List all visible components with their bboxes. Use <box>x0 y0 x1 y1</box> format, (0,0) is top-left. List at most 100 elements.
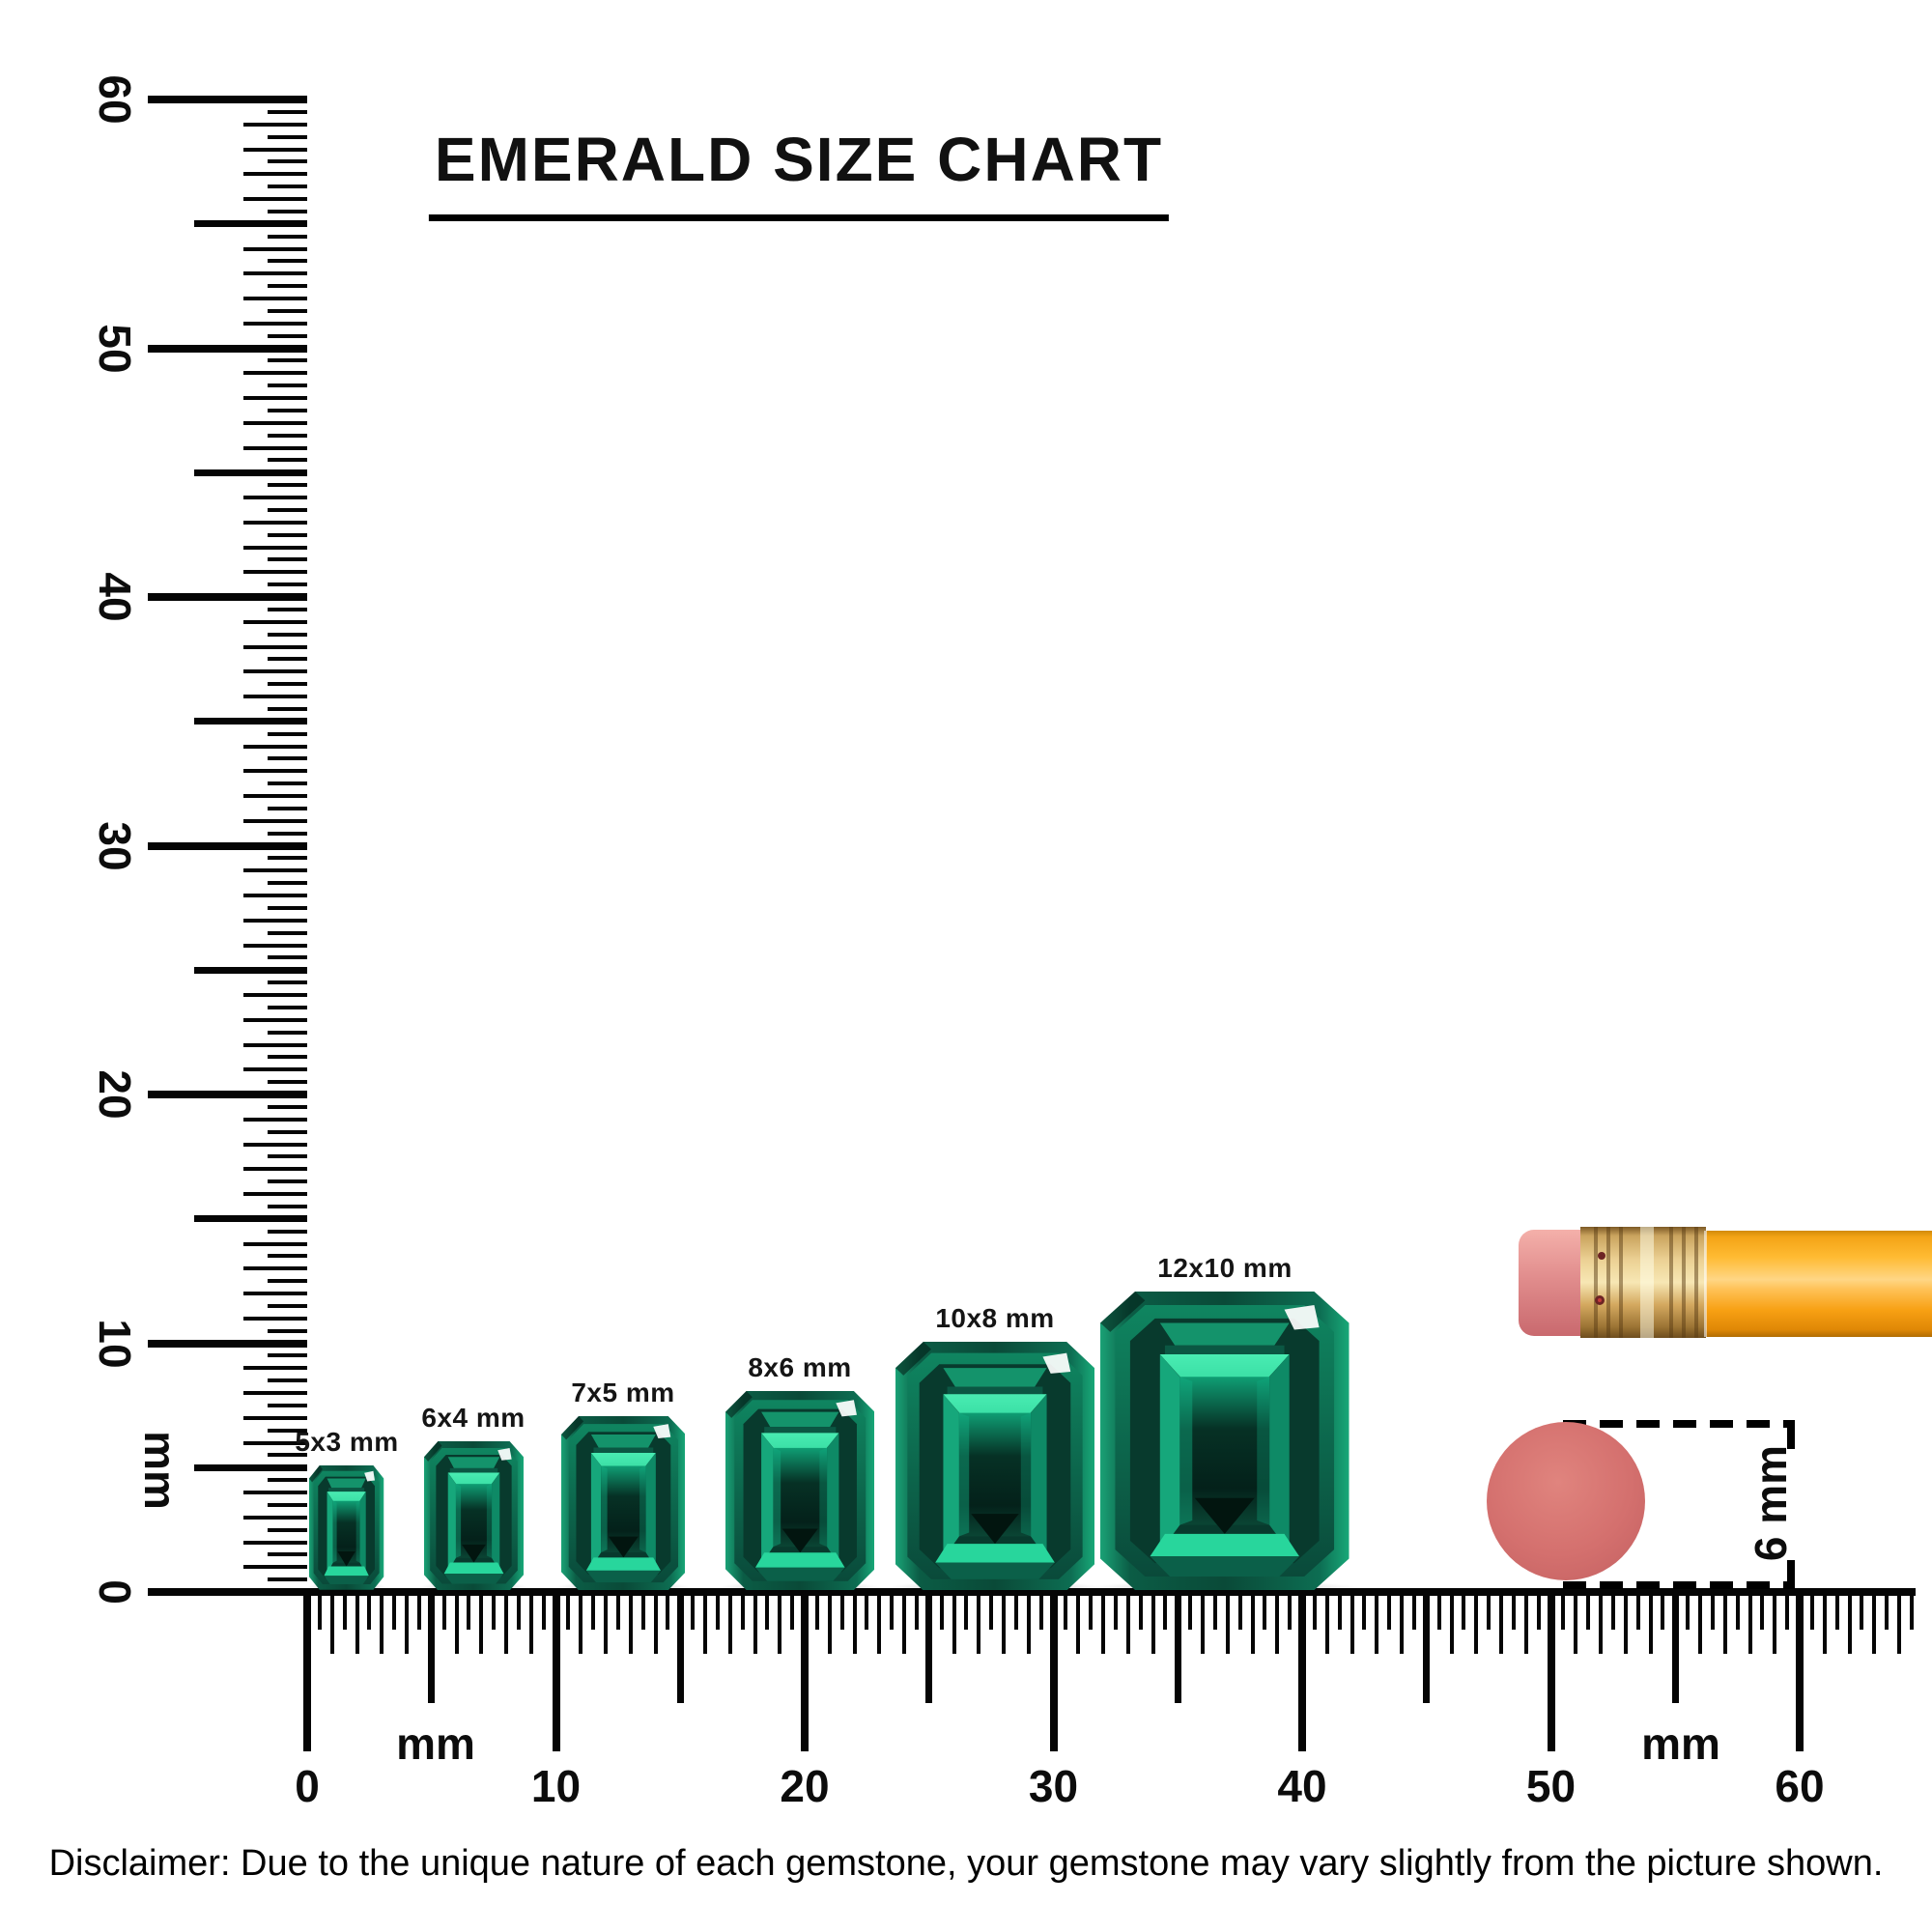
vertical-ruler-tick <box>268 1030 307 1035</box>
vertical-ruler-tick <box>243 1067 307 1072</box>
vertical-ruler-tick <box>243 918 307 923</box>
vertical-ruler-tick <box>243 669 307 674</box>
vertical-ruler-tick <box>148 841 307 850</box>
horizontal-ruler-tick <box>1610 1596 1615 1630</box>
vertical-ruler-tick <box>148 593 307 601</box>
horizontal-ruler-tick <box>1722 1596 1727 1654</box>
vertical-ruler-tick <box>268 607 307 611</box>
horizontal-ruler-tick <box>355 1596 359 1654</box>
horizontal-ruler-number: 20 <box>780 1761 830 1811</box>
horizontal-ruler-tick <box>1125 1596 1130 1654</box>
vertical-ruler-tick <box>268 1577 307 1582</box>
horizontal-ruler-tick <box>467 1596 471 1630</box>
horizontal-ruler-tick <box>666 1596 670 1630</box>
horizontal-ruler-unit-label-right: mm <box>1641 1719 1720 1769</box>
horizontal-ruler-tick <box>1834 1596 1839 1630</box>
gem-6x4mm <box>423 1440 524 1590</box>
vertical-ruler-tick <box>243 545 307 550</box>
horizontal-ruler-tick <box>839 1596 844 1630</box>
vertical-ruler-tick <box>243 172 307 177</box>
vertical-ruler-tick <box>243 868 307 873</box>
horizontal-ruler-tick <box>1026 1596 1031 1654</box>
horizontal-ruler-number: 0 <box>295 1761 320 1811</box>
horizontal-ruler-tick <box>1250 1596 1255 1654</box>
vertical-ruler-tick <box>243 1167 307 1172</box>
vertical-ruler-tick <box>268 1478 307 1483</box>
vertical-ruler-tick <box>268 756 307 761</box>
vertical-ruler-tick <box>268 1129 307 1134</box>
vertical-ruler-tick <box>243 246 307 251</box>
horizontal-ruler-tick <box>989 1596 994 1630</box>
horizontal-ruler-tick <box>479 1596 484 1654</box>
horizontal-ruler-tick <box>703 1596 707 1654</box>
pencil-body <box>1706 1231 1932 1337</box>
vertical-ruler-tick <box>268 1279 307 1284</box>
horizontal-ruler-tick <box>1511 1596 1516 1630</box>
vertical-ruler-tick <box>268 333 307 338</box>
vertical-ruler-tick <box>243 1292 307 1295</box>
horizontal-ruler-tick <box>1561 1596 1566 1630</box>
vertical-ruler-tick <box>243 744 307 749</box>
horizontal-ruler-tick <box>778 1596 782 1654</box>
horizontal-ruler-tick <box>1885 1596 1889 1630</box>
vertical-ruler-tick <box>194 1463 307 1471</box>
vertical-ruler-tick <box>268 881 307 886</box>
horizontal-ruler-tick <box>964 1596 969 1630</box>
vertical-ruler-tick <box>268 955 307 960</box>
horizontal-ruler-tick <box>1113 1596 1118 1630</box>
horizontal-ruler-tick <box>1698 1596 1702 1654</box>
horizontal-ruler-unit-label-left: mm <box>396 1719 475 1769</box>
vertical-ruler-tick <box>243 894 307 897</box>
horizontal-ruler-tick <box>579 1596 583 1654</box>
horizontal-ruler-tick <box>1225 1596 1230 1654</box>
horizontal-ruler-tick <box>541 1596 546 1630</box>
horizontal-ruler-number: 60 <box>1775 1761 1825 1811</box>
horizontal-ruler-tick <box>715 1596 720 1630</box>
vertical-ruler-tick <box>268 1204 307 1208</box>
horizontal-ruler-tick <box>1436 1596 1441 1630</box>
horizontal-ruler-tick <box>852 1596 857 1654</box>
vertical-ruler-tick <box>243 794 307 798</box>
vertical-ruler-tick <box>268 930 307 935</box>
vertical-ruler-tick <box>194 718 307 725</box>
vertical-ruler-tick <box>268 1353 307 1358</box>
horizontal-ruler-tick <box>1188 1596 1193 1630</box>
vertical-ruler-tick <box>243 1491 307 1494</box>
vertical-ruler-tick <box>268 358 307 363</box>
vertical-ruler-tick <box>243 570 307 575</box>
horizontal-ruler-tick <box>1002 1596 1006 1654</box>
measure-stub-top <box>1787 1428 1795 1449</box>
vertical-ruler-tick <box>268 781 307 786</box>
horizontal-ruler-tick <box>1661 1596 1665 1630</box>
vertical-ruler-tick <box>268 1055 307 1060</box>
horizontal-ruler-tick <box>790 1596 795 1630</box>
vertical-ruler-tick <box>243 445 307 450</box>
vertical-ruler-tick <box>243 1565 307 1570</box>
horizontal-ruler-tick <box>1586 1596 1591 1630</box>
horizontal-ruler-tick <box>591 1596 596 1630</box>
horizontal-ruler-tick <box>604 1596 608 1654</box>
horizontal-ruler-tick <box>1049 1596 1058 1751</box>
vertical-ruler-tick <box>243 1415 307 1420</box>
disclaimer-text: Disclaimer: Due to the unique nature of … <box>48 1843 1884 1884</box>
measure-dash-bottom <box>1563 1581 1795 1589</box>
horizontal-ruler-tick <box>566 1596 571 1630</box>
horizontal-ruler-tick <box>1487 1596 1492 1630</box>
vertical-ruler-tick <box>268 1229 307 1234</box>
vertical-ruler-tick <box>243 993 307 997</box>
horizontal-ruler-tick <box>1686 1596 1690 1630</box>
vertical-ruler-tick <box>268 507 307 512</box>
horizontal-ruler-number: 30 <box>1028 1761 1079 1811</box>
horizontal-ruler-tick <box>492 1596 497 1630</box>
vertical-ruler-tick <box>148 1339 307 1348</box>
horizontal-ruler-tick <box>1064 1596 1068 1630</box>
horizontal-ruler-tick <box>827 1596 832 1654</box>
vertical-ruler-tick <box>243 396 307 400</box>
vertical-ruler-tick <box>194 1215 307 1223</box>
vertical-ruler-tick <box>243 496 307 499</box>
horizontal-ruler-tick <box>1449 1596 1454 1654</box>
horizontal-ruler-tick <box>1710 1596 1715 1630</box>
horizontal-ruler-tick <box>1809 1596 1814 1630</box>
horizontal-ruler-tick <box>1387 1596 1392 1630</box>
